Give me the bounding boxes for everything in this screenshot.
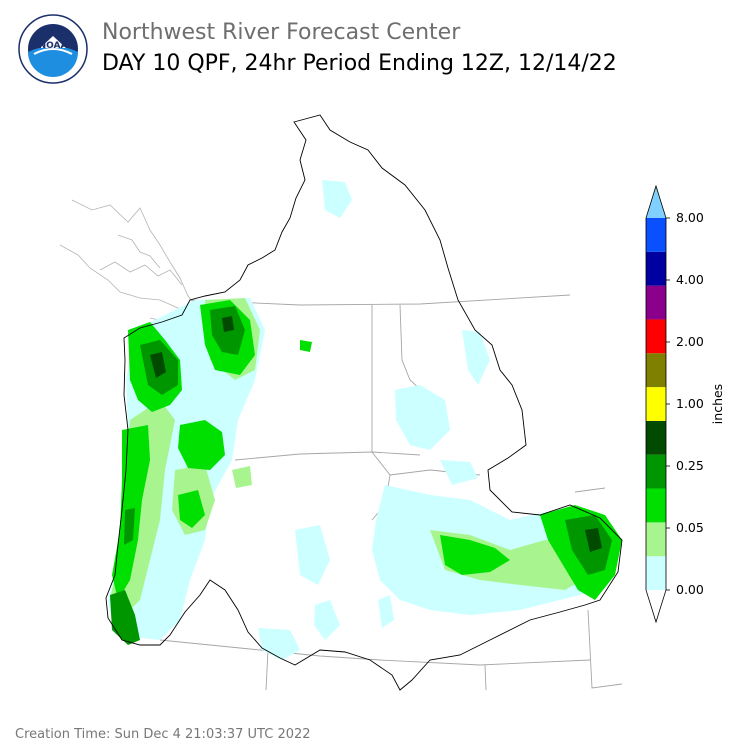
colorbar-bin bbox=[646, 218, 666, 252]
colorbar-tick-label: 0.25 bbox=[676, 458, 704, 473]
colorbar-tick-label: 0.05 bbox=[676, 520, 704, 535]
colorbar-unit-label: inches bbox=[710, 384, 725, 424]
creation-time: Creation Time: Sun Dec 4 21:03:37 UTC 20… bbox=[15, 727, 311, 742]
colorbar-bin bbox=[646, 285, 666, 320]
colorbar-bin bbox=[646, 488, 666, 523]
colorbar-bin bbox=[646, 590, 666, 622]
colorbar-tick-label: 1.00 bbox=[676, 396, 704, 411]
colorbar-bin bbox=[646, 522, 666, 557]
colorbar-bin bbox=[646, 353, 666, 388]
colorbar-tick-label: 0.00 bbox=[676, 582, 704, 597]
noaa-logo: NOAA bbox=[18, 14, 88, 84]
colorbar-bins bbox=[646, 186, 666, 622]
map-title: DAY 10 QPF, 24hr Period Ending 12Z, 12/1… bbox=[102, 51, 617, 76]
basin-outline bbox=[105, 114, 623, 691]
noaa-logo-text: NOAA bbox=[39, 41, 68, 51]
colorbar-tick-label: 8.00 bbox=[676, 210, 704, 225]
header-org: Northwest River Forecast Center bbox=[102, 20, 461, 45]
colorbar-bin bbox=[646, 186, 666, 218]
colorbar-ticks bbox=[666, 217, 670, 591]
precip-darkest bbox=[150, 316, 602, 552]
colorbar-bin bbox=[646, 319, 666, 354]
colorbar-bin bbox=[646, 454, 666, 489]
colorbar-bin bbox=[646, 420, 666, 455]
colorbar-bin bbox=[646, 387, 666, 421]
colorbar-tick-label: 2.00 bbox=[676, 334, 704, 349]
colorbar-bin bbox=[646, 251, 666, 286]
colorbar-tick-label: 4.00 bbox=[676, 272, 704, 287]
colorbar-bin bbox=[646, 556, 666, 590]
